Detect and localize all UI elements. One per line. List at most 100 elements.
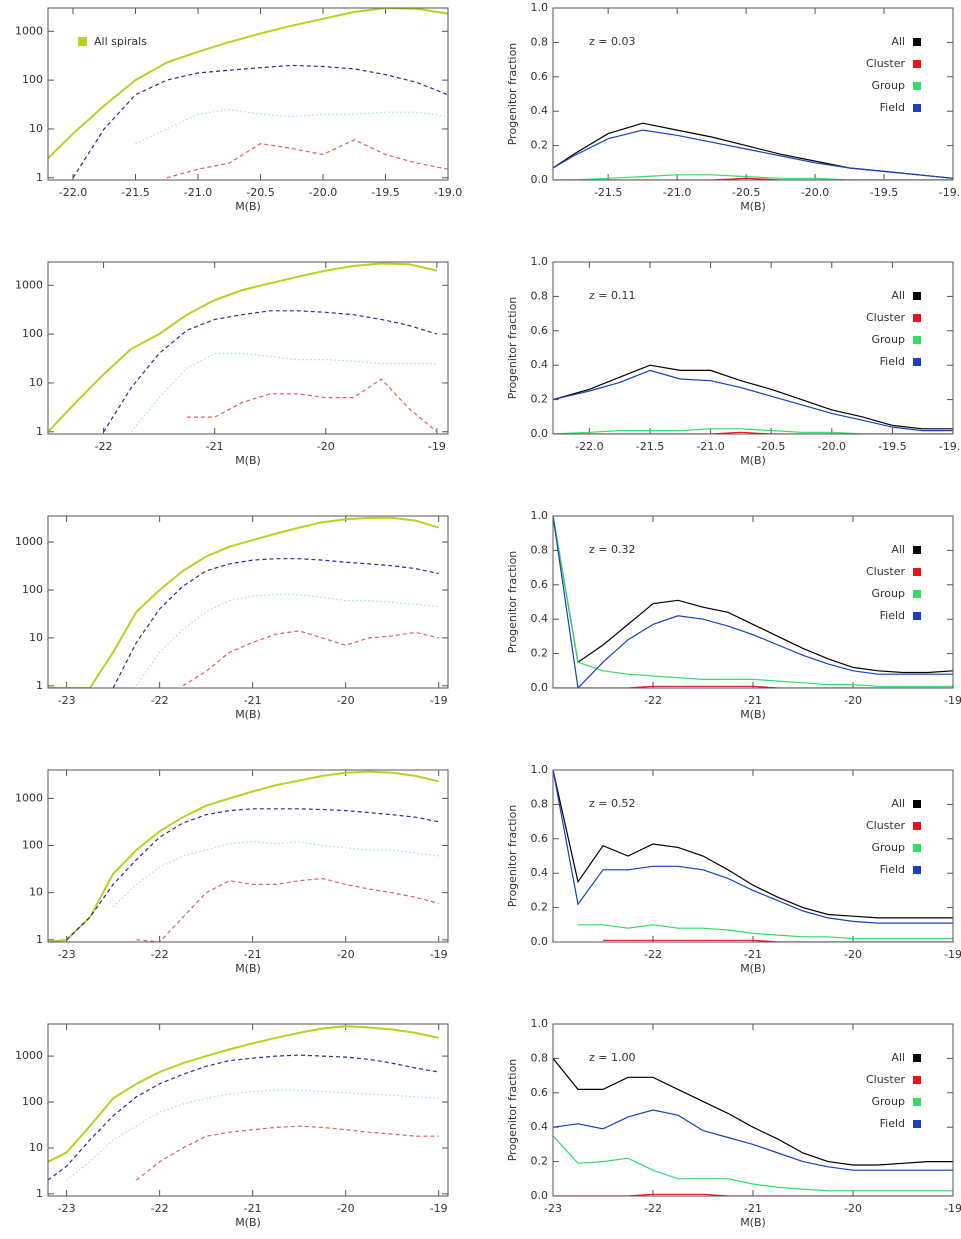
plot-frame [47,7,449,181]
legend-label: Group [872,333,906,346]
y-tick-label: 0.0 [531,935,549,948]
series-line [553,770,953,924]
y-tick-label: 1.0 [531,1017,549,1030]
series-line [136,877,439,942]
y-axis-label: Progenitor fraction [506,551,519,654]
series-line [48,262,438,433]
y-tick-label: 0.4 [531,612,549,625]
series-line [130,352,437,433]
series-line [135,108,448,145]
legend-label: All [891,797,905,810]
x-tick-label: -20.0 [309,186,337,199]
x-tick-label: -20 [844,1202,862,1215]
x-tick-label: -20 [337,1202,355,1215]
y-tick-label: 100 [22,73,43,86]
y-tick-label: 0.6 [531,1086,549,1099]
x-tick-label: -23 [544,1202,562,1215]
series-line [553,516,953,688]
legend-label: Cluster [866,57,906,70]
x-tick-label: -21 [744,948,762,961]
x-tick-label: -21.0 [696,440,724,453]
x-tick-label: -19 [430,1202,448,1215]
x-axis-label: M(B) [235,1216,261,1229]
x-tick-label: -22 [644,1202,662,1215]
y-tick-label: 0.8 [531,35,549,48]
plot-area [553,122,953,180]
plot-area [48,1025,439,1181]
legend-swatch [913,822,921,830]
x-tick-label: -22.0 [575,440,603,453]
plot-area [48,516,439,688]
y-tick-label: 1 [36,425,43,438]
y-tick-label: 0.0 [531,681,549,694]
series-line [553,1135,953,1192]
y-tick-label: 10 [29,376,43,389]
y-tick-label: 0.8 [531,289,549,302]
legend-label: Field [880,1117,905,1130]
y-tick-label: 0.0 [531,1189,549,1202]
series-line [553,431,953,434]
plot-area [48,262,438,433]
series-line [553,129,953,179]
series-line [553,428,953,434]
y-tick-label: 100 [22,583,43,596]
plot-frame [552,261,954,435]
x-axis-label: M(B) [740,200,766,213]
legend-swatch [913,314,921,322]
x-axis-label: M(B) [740,454,766,467]
legend-swatch [913,336,921,344]
legend-label: Group [872,1095,906,1108]
plot-frame [47,1023,449,1197]
y-tick-label: 0.6 [531,578,549,591]
x-axis-label: M(B) [740,708,766,721]
x-tick-label: -21.5 [636,440,664,453]
x-tick-label: -21 [244,948,262,961]
series-line [135,594,439,687]
series-line [103,310,438,433]
series-line [112,558,439,688]
y-tick-label: 100 [22,839,43,852]
series-line [48,516,439,688]
y-axis-label: Progenitor fraction [506,1059,519,1162]
x-tick-label: -22 [151,1202,169,1215]
legend-swatch [913,612,921,620]
y-tick-label: 10 [29,886,43,899]
x-tick-label: -19 [428,440,446,453]
x-tick-label: -23 [58,1202,76,1215]
legend-swatch [913,38,921,46]
x-tick-label: -19.0 [434,186,462,199]
x-tick-label: -23 [58,694,76,707]
y-tick-label: 1.0 [531,1,549,14]
annotation: z = 0.32 [589,543,635,556]
legend-swatch [913,866,921,874]
y-tick-label: 1.0 [531,763,549,776]
series-line [186,378,438,433]
series-line [553,369,953,432]
y-axis-label: Progenitor fraction [506,43,519,146]
legend-label: Field [880,355,905,368]
y-tick-label: 1 [36,679,43,692]
legend-label: Field [880,863,905,876]
plot-frame [552,1023,954,1197]
y-tick-label: 0.2 [531,393,549,406]
x-tick-label: -19.5 [878,440,906,453]
plot-area [553,516,953,688]
series-line [182,630,439,687]
legend-label: Cluster [866,565,906,578]
series-line [112,841,439,908]
legend-swatch [913,1076,921,1084]
legend-label: All spirals [94,35,147,48]
x-tick-label: -20.5 [732,186,760,199]
x-tick-label: -22 [151,694,169,707]
series-line [553,1058,953,1166]
plot-area [48,770,439,942]
y-tick-label: 0.6 [531,832,549,845]
plot-area [553,364,953,434]
legend-label: Group [872,79,906,92]
x-tick-label: -19.5 [870,186,898,199]
y-tick-label: 0.4 [531,104,549,117]
x-tick-label: -22 [151,948,169,961]
plot-area [48,8,448,179]
y-tick-label: 0.2 [531,1155,549,1168]
series-line [553,516,953,687]
